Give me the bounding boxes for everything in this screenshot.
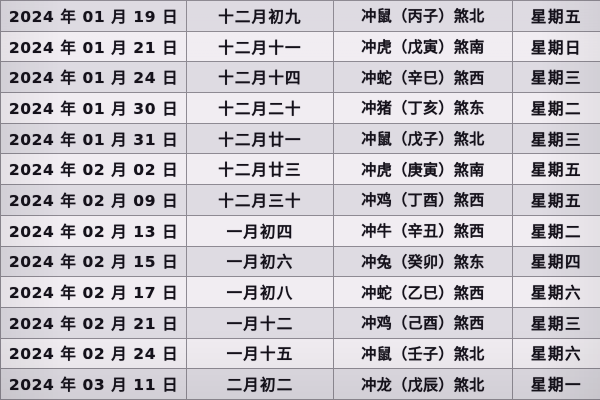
table-row: 2024 年 02 月 15 日一月初六 冲兔（癸卯）煞东 星期四 bbox=[0, 245, 600, 278]
solar-date-cell: 2024 年 03 月 11 日 bbox=[0, 368, 187, 400]
weekday-cell: 星期二 bbox=[512, 214, 600, 247]
lunar-date-cell: 一月初四 bbox=[186, 214, 334, 247]
clash-sha-cell: 冲虎（庚寅）煞南 bbox=[333, 153, 513, 186]
solar-date-cell: 2024 年 01 月 31 日 bbox=[0, 122, 187, 155]
clash-sha-cell: 冲牛（辛丑）煞西 bbox=[333, 214, 513, 247]
lunar-date-cell: 一月初六 bbox=[186, 245, 334, 278]
clash-sha-cell: 冲龙（戊辰）煞北 bbox=[333, 368, 513, 400]
solar-date-cell: 2024 年 02 月 24 日 bbox=[0, 337, 187, 370]
weekday-cell: 星期一 bbox=[512, 368, 600, 400]
clash-sha-cell: 冲蛇（乙巳）煞西 bbox=[333, 276, 513, 308]
weekday-cell: 星期二 bbox=[512, 92, 600, 124]
weekday-cell: 星期五 bbox=[512, 184, 600, 216]
clash-sha-cell: 冲鸡（己酉）煞西 bbox=[333, 306, 513, 339]
clash-sha-cell: 冲蛇（辛巳）煞西 bbox=[333, 61, 513, 94]
solar-date-cell: 2024 年 01 月 24 日 bbox=[0, 61, 187, 94]
lunar-date-cell: 二月初二 bbox=[186, 368, 334, 400]
solar-date-cell: 2024 年 02 月 02 日 bbox=[0, 153, 187, 186]
table-row: 2024 年 02 月 02 日十二月廿三 冲虎（庚寅）煞南 星期五 bbox=[0, 153, 600, 186]
table-row: 2024 年 01 月 31 日十二月廿一 冲鼠（戊子）煞北 星期三 bbox=[0, 122, 600, 155]
weekday-cell: 星期日 bbox=[512, 30, 600, 63]
table-row: 2024 年 02 月 13 日一月初四 冲牛（辛丑）煞西 星期二 bbox=[0, 214, 600, 247]
weekday-cell: 星期六 bbox=[512, 337, 600, 370]
lunar-date-cell: 一月十二 bbox=[186, 306, 334, 339]
weekday-cell: 星期三 bbox=[512, 122, 600, 155]
table-row: 2024 年 01 月 19 日十二月初九 冲鼠（丙子）煞北 星期五 bbox=[0, 0, 600, 32]
clash-sha-cell: 冲鼠（壬子）煞北 bbox=[333, 337, 513, 370]
table-row: 2024 年 03 月 11 日二月初二 冲龙（戊辰）煞北 星期一 bbox=[0, 368, 600, 400]
table-row: 2024 年 02 月 09 日十二月三十 冲鸡（丁酉）煞西 星期五 bbox=[0, 184, 600, 216]
lunar-date-cell: 十二月十一 bbox=[186, 30, 334, 63]
solar-date-cell: 2024 年 02 月 21 日 bbox=[0, 306, 187, 339]
clash-sha-cell: 冲鼠（丙子）煞北 bbox=[333, 0, 513, 32]
table-row: 2024 年 01 月 24 日十二月十四 冲蛇（辛巳）煞西 星期三 bbox=[0, 61, 600, 94]
solar-date-cell: 2024 年 01 月 19 日 bbox=[0, 0, 187, 32]
weekday-cell: 星期六 bbox=[512, 276, 600, 308]
clash-sha-cell: 冲鸡（丁酉）煞西 bbox=[333, 184, 513, 216]
solar-date-cell: 2024 年 02 月 13 日 bbox=[0, 214, 187, 247]
solar-date-cell: 2024 年 02 月 17 日 bbox=[0, 276, 187, 308]
lunar-date-cell: 一月十五 bbox=[186, 337, 334, 370]
lunar-date-cell: 十二月三十 bbox=[186, 184, 334, 216]
weekday-cell: 星期三 bbox=[512, 61, 600, 94]
weekday-cell: 星期五 bbox=[512, 153, 600, 186]
clash-sha-cell: 冲虎（戊寅）煞南 bbox=[333, 30, 513, 63]
weekday-cell: 星期三 bbox=[512, 306, 600, 339]
solar-date-cell: 2024 年 02 月 15 日 bbox=[0, 245, 187, 278]
weekday-cell: 星期五 bbox=[512, 0, 600, 32]
clash-sha-cell: 冲鼠（戊子）煞北 bbox=[333, 122, 513, 155]
lunar-date-cell: 十二月廿三 bbox=[186, 153, 334, 186]
table-row: 2024 年 01 月 21 日十二月十一 冲虎（戊寅）煞南 星期日 bbox=[0, 30, 600, 63]
solar-date-cell: 2024 年 01 月 30 日 bbox=[0, 92, 187, 124]
lunar-date-cell: 一月初八 bbox=[186, 276, 334, 308]
table-row: 2024 年 01 月 30 日十二月二十 冲猪（丁亥）煞东 星期二 bbox=[0, 92, 600, 124]
table-row: 2024 年 02 月 24 日一月十五 冲鼠（壬子）煞北 星期六 bbox=[0, 337, 600, 370]
table-row: 2024 年 02 月 21 日一月十二 冲鸡（己酉）煞西 星期三 bbox=[0, 306, 600, 339]
clash-sha-cell: 冲猪（丁亥）煞东 bbox=[333, 92, 513, 124]
table-row: 2024 年 02 月 17 日一月初八 冲蛇（乙巳）煞西 星期六 bbox=[0, 276, 600, 308]
lunar-date-cell: 十二月廿一 bbox=[186, 122, 334, 155]
lunar-date-cell: 十二月初九 bbox=[186, 0, 334, 32]
clash-sha-cell: 冲兔（癸卯）煞东 bbox=[333, 245, 513, 278]
lunar-date-cell: 十二月十四 bbox=[186, 61, 334, 94]
lunar-date-cell: 十二月二十 bbox=[186, 92, 334, 124]
weekday-cell: 星期四 bbox=[512, 245, 600, 278]
solar-date-cell: 2024 年 02 月 09 日 bbox=[0, 184, 187, 216]
solar-date-cell: 2024 年 01 月 21 日 bbox=[0, 30, 187, 63]
